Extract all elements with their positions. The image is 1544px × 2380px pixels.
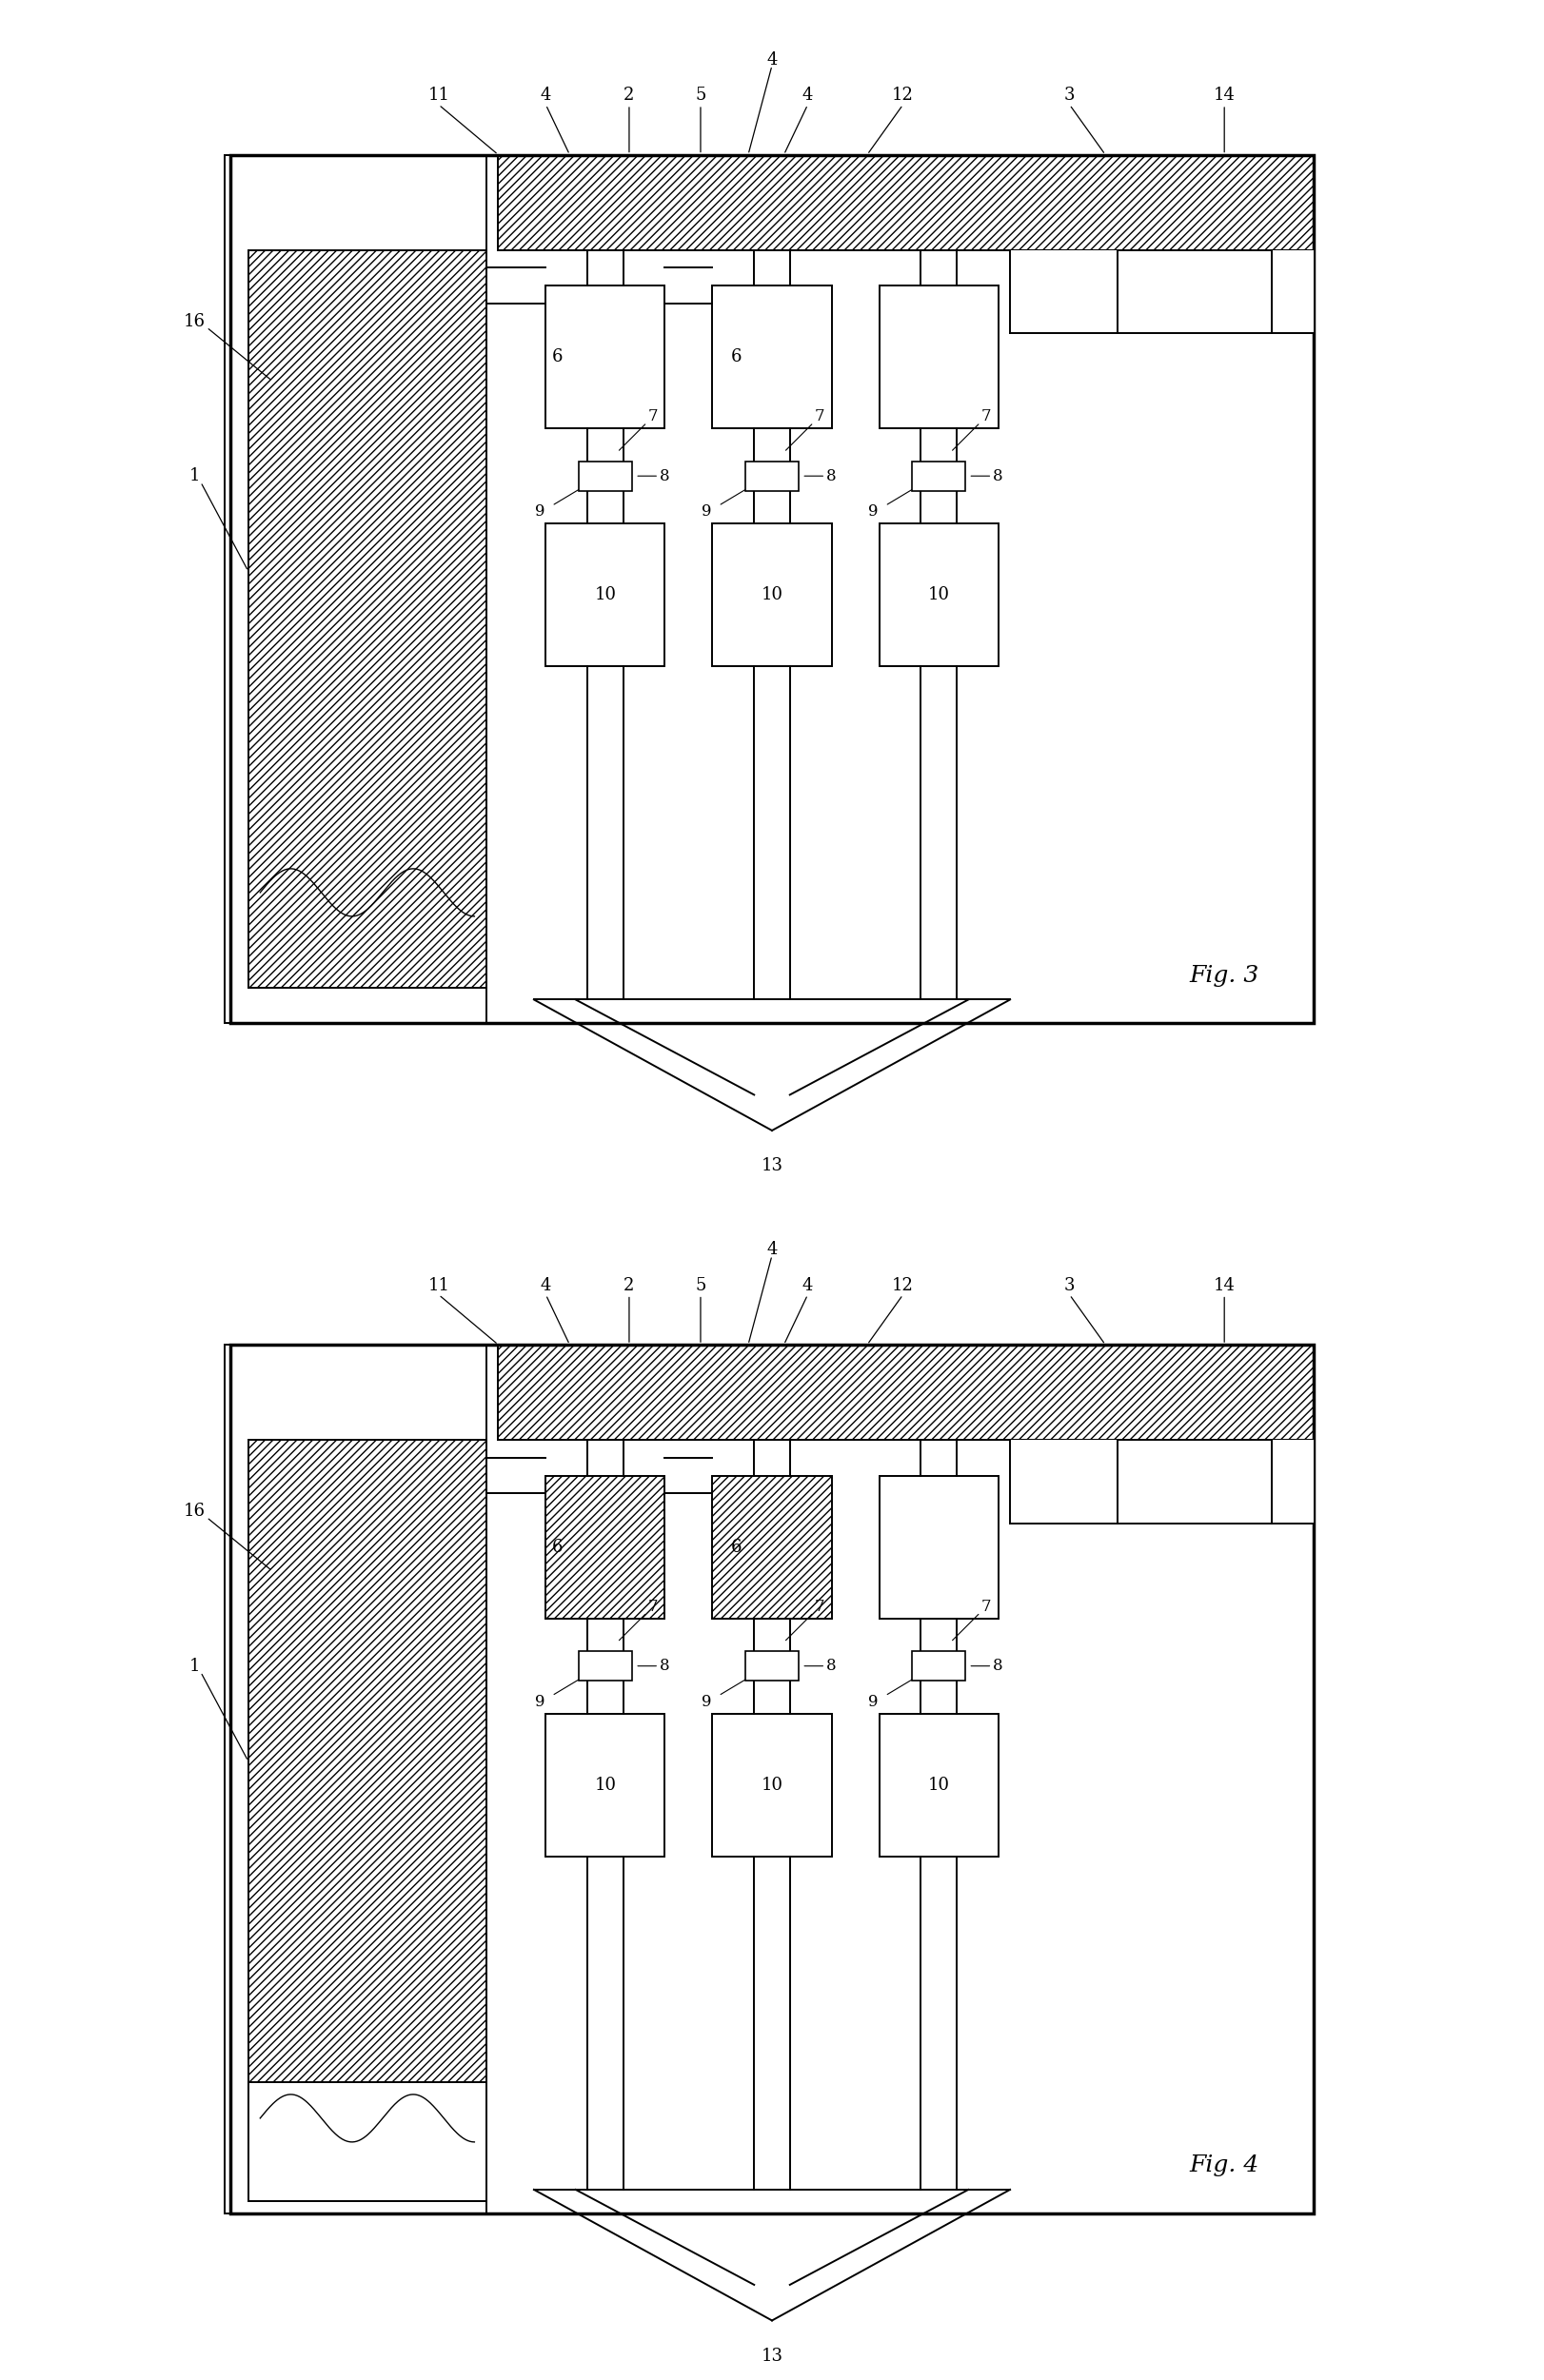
Text: 8: 8 — [659, 469, 670, 483]
Text: 6: 6 — [553, 347, 564, 367]
Text: 11: 11 — [428, 1276, 449, 1295]
Text: 14: 14 — [1214, 1276, 1235, 1295]
Bar — [1010, 1440, 1314, 1523]
Text: 8: 8 — [659, 1659, 670, 1673]
Bar — [579, 462, 631, 490]
Text: 3: 3 — [1064, 86, 1075, 105]
Text: 7: 7 — [980, 1599, 991, 1614]
Text: 1: 1 — [190, 1656, 201, 1676]
Text: 13: 13 — [761, 2347, 783, 2366]
Text: 8: 8 — [826, 469, 837, 483]
Text: 9: 9 — [701, 1695, 712, 1709]
Text: 10: 10 — [761, 1775, 783, 1795]
Bar — [746, 1652, 798, 1680]
Text: 7: 7 — [815, 409, 824, 424]
Text: 9: 9 — [868, 505, 879, 519]
Text: 4: 4 — [540, 86, 551, 105]
Bar — [1010, 250, 1314, 333]
Text: 9: 9 — [701, 505, 712, 519]
Bar — [879, 524, 997, 666]
Text: 1: 1 — [190, 466, 201, 486]
Bar — [913, 462, 965, 490]
Text: 10: 10 — [594, 1775, 616, 1795]
Text: 12: 12 — [892, 86, 914, 105]
Bar — [712, 1714, 832, 1856]
Text: 6: 6 — [553, 1537, 564, 1557]
Text: 8: 8 — [993, 1659, 1004, 1673]
Bar — [547, 1714, 665, 1856]
Text: 2: 2 — [624, 86, 635, 105]
Text: 9: 9 — [534, 505, 545, 519]
Text: 3: 3 — [1064, 1276, 1075, 1295]
Bar — [913, 1652, 965, 1680]
Text: 10: 10 — [761, 585, 783, 605]
Text: 10: 10 — [594, 585, 616, 605]
Bar — [499, 1345, 1314, 1440]
Bar — [224, 1345, 486, 2213]
Text: 4: 4 — [803, 1276, 814, 1295]
Text: 5: 5 — [695, 86, 706, 105]
Text: 12: 12 — [892, 1276, 914, 1295]
Bar — [712, 1476, 832, 1618]
Bar — [230, 155, 1314, 1023]
Text: 7: 7 — [980, 409, 991, 424]
Text: 7: 7 — [648, 1599, 658, 1614]
Text: 9: 9 — [534, 1695, 545, 1709]
Text: 8: 8 — [826, 1659, 837, 1673]
Bar — [879, 1476, 997, 1618]
Text: 13: 13 — [761, 1157, 783, 1176]
Bar — [249, 250, 486, 988]
Text: 6: 6 — [730, 347, 741, 367]
Bar — [547, 1476, 665, 1618]
Text: 10: 10 — [928, 585, 950, 605]
Text: 16: 16 — [184, 1502, 205, 1521]
Text: 10: 10 — [928, 1775, 950, 1795]
Text: 4: 4 — [540, 1276, 551, 1295]
Text: 4: 4 — [766, 50, 778, 69]
Bar — [249, 1440, 486, 2178]
Text: 7: 7 — [815, 1599, 824, 1614]
Bar — [230, 1345, 1314, 2213]
Text: 2: 2 — [624, 1276, 635, 1295]
Bar — [547, 286, 665, 428]
Bar — [579, 1652, 631, 1680]
Text: 6: 6 — [730, 1537, 741, 1557]
Bar — [1118, 1440, 1272, 1523]
Bar — [249, 2082, 486, 2202]
Bar — [547, 524, 665, 666]
Bar — [746, 462, 798, 490]
Text: 4: 4 — [766, 1240, 778, 1259]
Bar — [712, 524, 832, 666]
Text: Fig. 4: Fig. 4 — [1189, 2154, 1260, 2178]
Text: 9: 9 — [868, 1695, 879, 1709]
Bar — [499, 155, 1314, 250]
Text: 7: 7 — [648, 409, 658, 424]
Text: 4: 4 — [803, 86, 814, 105]
Text: Fig. 3: Fig. 3 — [1189, 964, 1260, 988]
Text: 8: 8 — [993, 469, 1004, 483]
Text: 14: 14 — [1214, 86, 1235, 105]
Bar — [1118, 250, 1272, 333]
Text: 5: 5 — [695, 1276, 706, 1295]
Bar — [879, 1714, 997, 1856]
Bar — [712, 286, 832, 428]
Text: 16: 16 — [184, 312, 205, 331]
Text: 11: 11 — [428, 86, 449, 105]
Bar — [879, 286, 997, 428]
Bar — [224, 155, 486, 1023]
